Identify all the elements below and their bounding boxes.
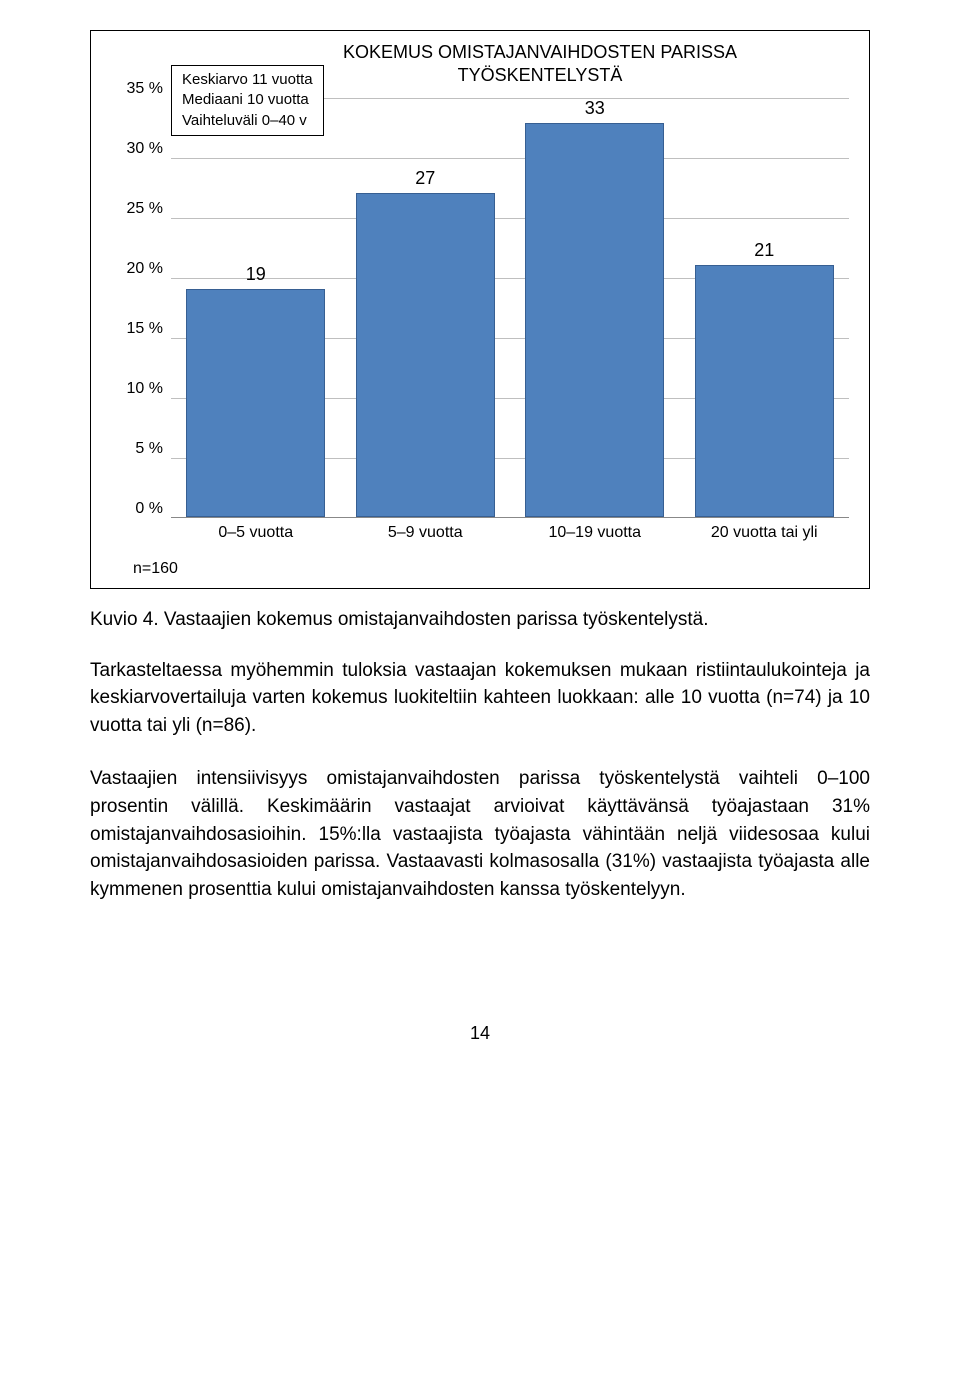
bar [186, 289, 325, 517]
bar [525, 123, 664, 517]
chart-title: KOKEMUS OMISTAJANVAIHDOSTEN PARISSA TYÖS… [231, 41, 849, 88]
bar-value-label: 19 [246, 264, 266, 285]
paragraph: Tarkasteltaessa myöhemmin tuloksia vasta… [90, 657, 870, 740]
chart-stats-box: Keskiarvo 11 vuotta Mediaani 10 vuotta V… [171, 65, 324, 136]
chart-n-label: n=160 [133, 560, 849, 578]
bar-slot: 33 [510, 98, 680, 517]
body-text: Tarkasteltaessa myöhemmin tuloksia vasta… [90, 657, 870, 903]
page-number: 14 [90, 1023, 870, 1044]
chart-bars: 19 27 33 21 [171, 98, 849, 517]
figure-caption: Kuvio 4. Vastaajien kokemus omistajanvai… [90, 609, 870, 631]
bar-value-label: 21 [754, 240, 774, 261]
bar-value-label: 33 [585, 98, 605, 119]
bar-value-label: 27 [415, 168, 435, 189]
bar-slot: 19 [171, 98, 341, 517]
x-tick-label: 10–19 vuotta [510, 524, 680, 542]
bar [356, 193, 495, 517]
chart-y-axis: 35 %30 %25 %20 %15 %10 %5 %0 % [111, 98, 171, 518]
chart-plot-area: 19 27 33 21 [171, 98, 849, 518]
x-tick-label: 20 vuotta tai yli [680, 524, 850, 542]
chart-body: 35 %30 %25 %20 %15 %10 %5 %0 % 19 27 33 21 [111, 98, 849, 518]
chart-x-axis: 0–5 vuotta5–9 vuotta10–19 vuotta20 vuott… [171, 524, 849, 542]
paragraph: Vastaajien intensiivisyys omistajanvaihd… [90, 765, 870, 903]
chart-container: Keskiarvo 11 vuotta Mediaani 10 vuotta V… [90, 30, 870, 589]
x-tick-label: 0–5 vuotta [171, 524, 341, 542]
x-tick-label: 5–9 vuotta [341, 524, 511, 542]
bar [695, 265, 834, 517]
bar-slot: 27 [341, 98, 511, 517]
bar-slot: 21 [680, 98, 850, 517]
